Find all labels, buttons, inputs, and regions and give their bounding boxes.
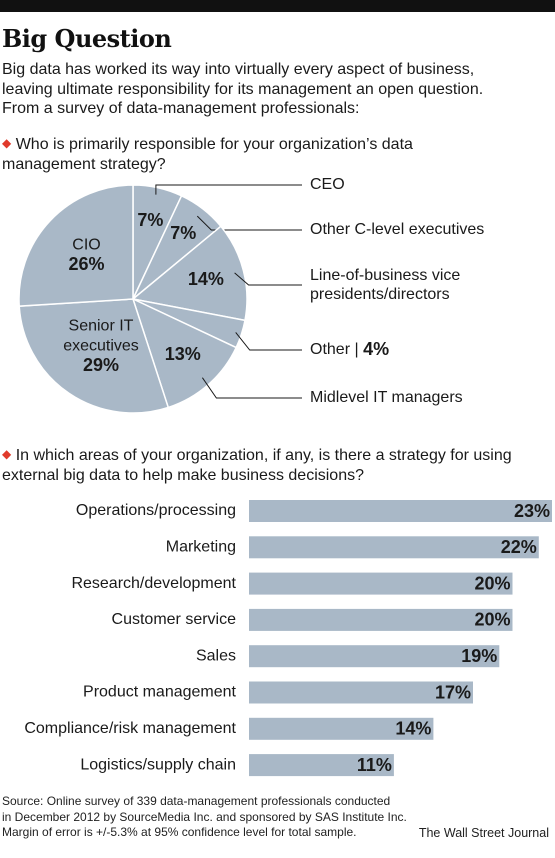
bar xyxy=(249,572,513,595)
bar-value-label: 14% xyxy=(395,719,431,739)
bar xyxy=(249,717,434,740)
bar xyxy=(249,681,473,704)
category-label: Compliance/risk management xyxy=(24,720,236,737)
category-label: Logistics/supply chain xyxy=(80,756,236,773)
bar-value-label: 11% xyxy=(357,755,392,775)
category-label: Operations/processing xyxy=(76,502,236,519)
leader-line-4 xyxy=(201,377,302,399)
category-label: Research/development xyxy=(71,575,236,592)
pie-slice-6 xyxy=(18,184,134,307)
top-rule xyxy=(0,0,555,12)
leader-line-1 xyxy=(196,215,302,231)
slice-value-label: 26% xyxy=(68,254,104,274)
slice-name-label: Other | 4% xyxy=(310,339,389,359)
bar xyxy=(249,608,513,631)
question-2: ◆ In which areas of your organization, i… xyxy=(2,444,512,486)
bar xyxy=(249,500,552,522)
credit: The Wall Street Journal xyxy=(418,826,549,840)
bar xyxy=(249,645,500,668)
slice-value-label: 14% xyxy=(188,269,224,289)
slice-name-label: Line-of-business vice presidents/director… xyxy=(310,267,460,303)
source-note: Source: Online survey of 339 data-manage… xyxy=(2,794,407,841)
category-label: Sales xyxy=(196,647,236,664)
diamond-bullet-icon: ◆ xyxy=(2,136,12,150)
source-line: Margin of error is +/-5.3% at 95% confid… xyxy=(2,825,357,839)
question-1: ◆ Who is primarily responsible for your … xyxy=(2,133,413,175)
bar xyxy=(249,754,394,777)
diamond-bullet-icon: ◆ xyxy=(2,447,12,461)
intro-text: Big data has worked its way into virtual… xyxy=(2,60,552,119)
question-2-line-2: external big data to help make business … xyxy=(2,467,364,484)
category-label: Product management xyxy=(83,684,237,701)
slice-name-label: Other C-level executives xyxy=(310,221,484,238)
intro-line: From a survey of data-management profess… xyxy=(2,100,360,117)
category-label: Customer service xyxy=(112,611,237,628)
pie-chart: 7% CEO 7% Other C-level executives 14% Line-o… xyxy=(18,176,484,414)
bar-value-label: 22% xyxy=(501,537,537,557)
slice-name-label: executives xyxy=(63,337,139,354)
source-line: in December 2012 by SourceMedia Inc. and… xyxy=(2,809,407,824)
category-label: Marketing xyxy=(166,539,236,556)
question-1-line-1: Who is primarily responsible for your or… xyxy=(15,136,413,153)
slice-value-label: 7% xyxy=(137,210,163,230)
slice-value-label: 4% xyxy=(363,339,389,359)
slice-value-label: 7% xyxy=(170,223,196,243)
question-2-line-1: In which areas of your organization, if … xyxy=(15,447,512,464)
bar-chart: Operations/processing 23% Marketing 22% Rese… xyxy=(24,500,552,777)
page-title: Big Question xyxy=(2,24,172,53)
slice-name-label: CIO xyxy=(72,237,100,254)
slice-name-label: CEO xyxy=(310,176,345,193)
bar-value-label: 19% xyxy=(461,646,497,666)
pie-slice-4 xyxy=(131,297,238,409)
pie-slice-2 xyxy=(131,225,248,322)
pie-slice-5 xyxy=(18,298,170,414)
leader-line-3 xyxy=(235,332,302,351)
intro-line: leaving ultimate responsibility for its … xyxy=(2,80,484,98)
bar-value-label: 20% xyxy=(474,610,510,630)
question-1-line-2: management strategy? xyxy=(2,156,166,173)
leader-line-2 xyxy=(234,272,302,286)
bar xyxy=(249,536,539,559)
slice-value-label: 13% xyxy=(165,344,201,364)
bar-value-label: 23% xyxy=(514,501,550,521)
intro-line: Big data has worked its way into virtual… xyxy=(2,61,475,78)
slice-name-label: Midlevel IT managers xyxy=(310,389,463,406)
bar-value-label: 20% xyxy=(474,573,510,593)
slice-name-label: Senior IT xyxy=(69,317,134,334)
bar-value-label: 17% xyxy=(435,682,471,702)
source-line: Source: Online survey of 339 data-manage… xyxy=(2,794,391,808)
leader-line-0 xyxy=(155,184,302,195)
slice-value-label: 29% xyxy=(83,355,119,375)
